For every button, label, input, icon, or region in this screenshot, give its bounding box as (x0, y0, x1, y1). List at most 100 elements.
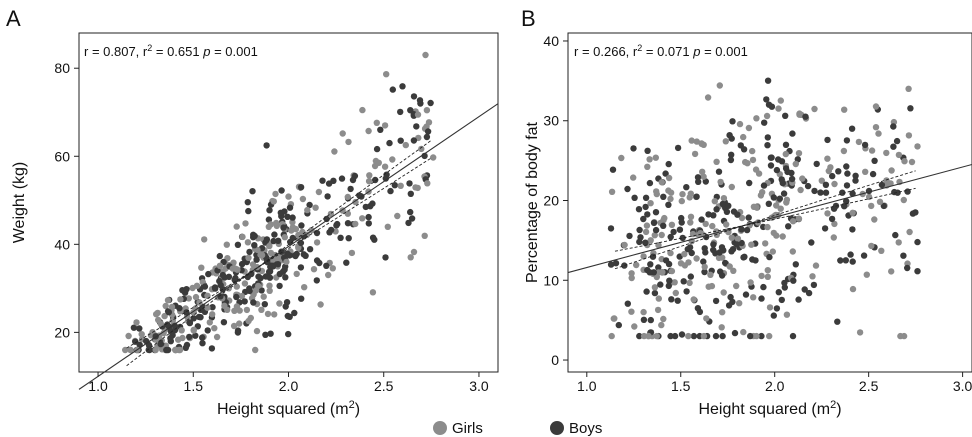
data-point (773, 202, 780, 209)
data-point (693, 193, 700, 200)
data-point (914, 238, 921, 246)
data-point (241, 280, 249, 287)
x-axis-label-sup: 2 (830, 399, 836, 411)
data-point (745, 124, 753, 132)
x-axis-label: Height squared (m2) (698, 399, 841, 418)
data-point (630, 145, 637, 152)
data-point (213, 333, 221, 341)
data-point (412, 184, 419, 191)
data-point (178, 327, 185, 334)
data-point (670, 228, 677, 236)
data-point (710, 241, 717, 248)
data-point (883, 177, 890, 184)
data-point (233, 293, 240, 301)
data-point (266, 282, 273, 289)
data-point (795, 215, 803, 222)
x-tick-label: 1.5 (184, 378, 204, 394)
data-point (371, 162, 379, 170)
data-point (406, 180, 413, 187)
data-point (728, 135, 735, 142)
data-point (861, 141, 869, 149)
data-point (165, 309, 172, 316)
data-point (683, 184, 690, 191)
data-point (272, 190, 279, 198)
data-point (211, 325, 218, 332)
data-point (883, 149, 890, 157)
data-point (709, 222, 716, 230)
data-point (799, 175, 806, 182)
data-point (647, 237, 654, 244)
data-point (196, 299, 203, 306)
data-point (193, 282, 201, 289)
data-point (665, 282, 672, 290)
data-point (631, 323, 638, 330)
data-point (647, 200, 654, 207)
data-point (849, 226, 856, 233)
data-point (747, 332, 754, 340)
annotation-pval: = 0.001 (210, 44, 257, 59)
data-point (297, 184, 305, 191)
data-point (298, 222, 305, 229)
data-point (337, 234, 344, 241)
data-point (125, 332, 132, 340)
data-point (299, 195, 307, 203)
data-point (323, 262, 330, 269)
data-point (304, 206, 311, 214)
data-point (908, 158, 916, 166)
y-tick-label: 20 (543, 193, 559, 209)
data-point (266, 287, 273, 294)
data-point (306, 246, 314, 253)
data-point (719, 332, 726, 340)
data-point (176, 305, 183, 312)
data-point (763, 112, 771, 120)
data-point (783, 199, 790, 206)
data-point (421, 232, 428, 239)
data-point (410, 248, 418, 256)
data-point (812, 262, 820, 269)
data-point (847, 251, 854, 258)
data-point (843, 163, 850, 170)
data-point (745, 214, 752, 221)
data-point (389, 156, 396, 163)
data-point (824, 155, 831, 162)
data-point (767, 162, 775, 169)
data-point (204, 304, 211, 311)
data-point (205, 270, 212, 278)
data-point (175, 336, 182, 343)
data-point (683, 288, 690, 295)
regression-line (78, 103, 499, 390)
data-point (416, 97, 424, 104)
data-point (662, 257, 670, 264)
data-point (659, 269, 666, 276)
data-point (306, 201, 313, 209)
data-point (138, 331, 145, 338)
data-point (830, 234, 837, 241)
data-point (825, 167, 832, 175)
data-point (133, 319, 140, 326)
data-point (742, 291, 750, 298)
legend-label: Boys (569, 420, 602, 437)
data-point (766, 332, 773, 340)
data-point (676, 226, 684, 233)
data-point (736, 120, 744, 128)
data-point (258, 251, 266, 259)
legend: Girls Boys (433, 420, 602, 437)
data-point (687, 213, 695, 220)
stats-annotation: r = 0.266, r2 = 0.071 p = 0.001 (574, 43, 748, 59)
data-point (647, 261, 654, 268)
data-point (868, 147, 876, 154)
y-tick-label: 40 (543, 33, 559, 49)
data-point (145, 341, 153, 349)
data-point (710, 212, 717, 219)
data-point (871, 157, 878, 164)
data-point (849, 190, 856, 197)
x-tick-label: 3.0 (469, 378, 489, 394)
data-point (855, 138, 863, 146)
y-tick-label: 0 (551, 352, 559, 368)
data-point (157, 320, 164, 327)
data-point (708, 282, 716, 290)
data-point (636, 332, 643, 340)
data-point (863, 271, 870, 278)
data-point (637, 234, 644, 241)
data-point (247, 314, 254, 322)
